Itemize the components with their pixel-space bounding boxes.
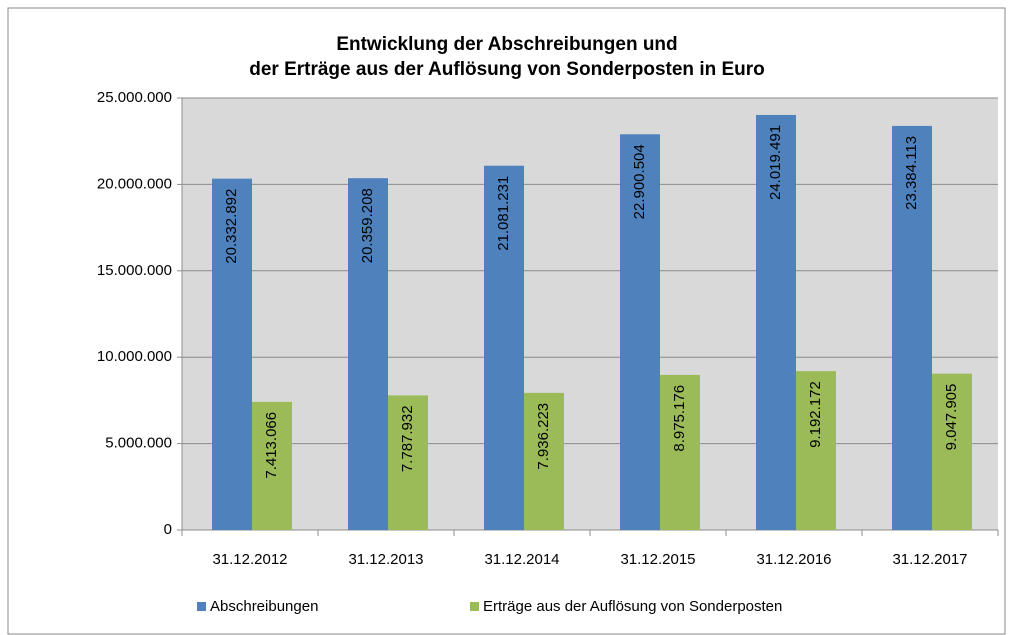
plot-area bbox=[182, 98, 998, 530]
chart-title: der Erträge aus der Auflösung von Sonder… bbox=[249, 59, 765, 80]
legend-label: Abschreibungen bbox=[210, 598, 318, 615]
bar bbox=[892, 125, 932, 531]
bar bbox=[756, 114, 796, 530]
y-tick-label: 0 bbox=[164, 521, 172, 538]
chart-title: Entwicklung der Abschreibungen und bbox=[336, 34, 677, 55]
value-label: 22.900.504 bbox=[631, 144, 648, 219]
value-label: 24.019.491 bbox=[767, 125, 784, 200]
bar bbox=[388, 395, 428, 530]
value-label: 7.413.066 bbox=[263, 412, 280, 479]
y-tick-label: 10.000.000 bbox=[97, 348, 172, 365]
bar bbox=[348, 178, 388, 531]
x-tick-label: 31.12.2012 bbox=[212, 551, 287, 568]
x-tick-label: 31.12.2015 bbox=[620, 551, 695, 568]
value-label: 9.047.905 bbox=[943, 384, 960, 451]
bar bbox=[524, 392, 564, 530]
x-tick-label: 31.12.2014 bbox=[484, 551, 559, 568]
value-label: 8.975.176 bbox=[671, 385, 688, 452]
legend-swatch bbox=[197, 602, 206, 611]
bar bbox=[660, 374, 700, 530]
value-label: 20.359.208 bbox=[359, 188, 376, 263]
value-label: 9.192.172 bbox=[807, 381, 824, 448]
y-tick-label: 25.000.000 bbox=[97, 89, 172, 106]
y-tick-label: 15.000.000 bbox=[97, 262, 172, 279]
x-tick-label: 31.12.2013 bbox=[348, 551, 423, 568]
bar bbox=[252, 401, 292, 530]
bar bbox=[620, 134, 660, 530]
bar bbox=[796, 371, 836, 530]
y-tick-label: 5.000.000 bbox=[105, 435, 172, 452]
value-label: 7.936.223 bbox=[535, 403, 552, 470]
value-label: 20.332.892 bbox=[223, 189, 240, 264]
y-tick-label: 20.000.000 bbox=[97, 175, 172, 192]
value-label: 21.081.231 bbox=[495, 176, 512, 251]
x-tick-label: 31.12.2016 bbox=[756, 551, 831, 568]
value-label: 7.787.932 bbox=[399, 405, 416, 472]
x-tick-label: 31.12.2017 bbox=[892, 551, 967, 568]
bar bbox=[212, 178, 252, 530]
bar bbox=[484, 165, 524, 531]
legend-label: Erträge aus der Auflösung von Sonderpost… bbox=[483, 598, 782, 615]
bar bbox=[932, 373, 972, 530]
value-label: 23.384.113 bbox=[903, 136, 920, 210]
legend-swatch bbox=[470, 602, 479, 611]
